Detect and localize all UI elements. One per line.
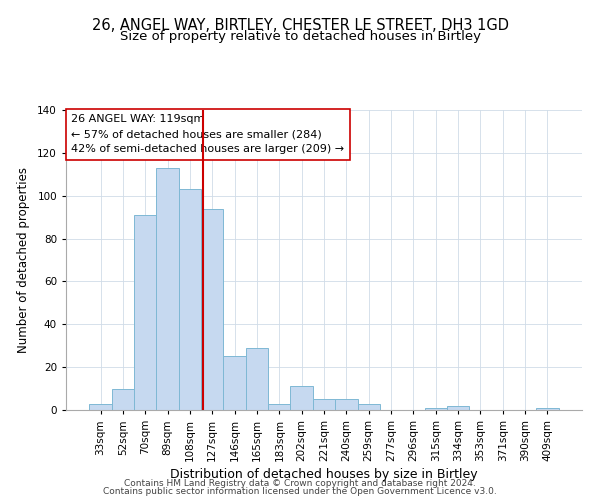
Text: Contains HM Land Registry data © Crown copyright and database right 2024.: Contains HM Land Registry data © Crown c… <box>124 478 476 488</box>
Bar <box>246 348 268 410</box>
Text: 26, ANGEL WAY, BIRTLEY, CHESTER LE STREET, DH3 1GD: 26, ANGEL WAY, BIRTLEY, CHESTER LE STREE… <box>91 18 509 32</box>
Bar <box>425 408 447 410</box>
Bar <box>290 386 313 410</box>
Bar <box>223 356 246 410</box>
Bar <box>112 388 134 410</box>
X-axis label: Distribution of detached houses by size in Birtley: Distribution of detached houses by size … <box>170 468 478 481</box>
Bar <box>447 406 469 410</box>
Bar <box>268 404 290 410</box>
Y-axis label: Number of detached properties: Number of detached properties <box>17 167 30 353</box>
Text: 26 ANGEL WAY: 119sqm
← 57% of detached houses are smaller (284)
42% of semi-deta: 26 ANGEL WAY: 119sqm ← 57% of detached h… <box>71 114 344 154</box>
Bar <box>201 208 223 410</box>
Bar <box>335 400 358 410</box>
Bar <box>313 400 335 410</box>
Bar <box>157 168 179 410</box>
Text: Size of property relative to detached houses in Birtley: Size of property relative to detached ho… <box>119 30 481 43</box>
Bar <box>179 190 201 410</box>
Bar <box>358 404 380 410</box>
Bar <box>134 215 157 410</box>
Text: Contains public sector information licensed under the Open Government Licence v3: Contains public sector information licen… <box>103 487 497 496</box>
Bar <box>536 408 559 410</box>
Bar <box>89 404 112 410</box>
